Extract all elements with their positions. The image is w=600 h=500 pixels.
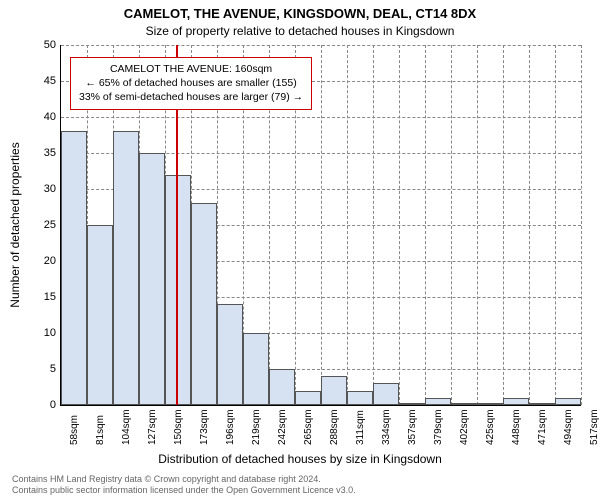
histogram-bar	[191, 203, 217, 405]
x-tick-label: 196sqm	[225, 409, 236, 445]
y-tick-label: 25	[26, 219, 56, 231]
gridline-v	[477, 45, 478, 405]
x-tick-label: 517sqm	[589, 409, 600, 445]
x-tick-label: 379sqm	[433, 409, 444, 445]
y-axis-label: Number of detached properties	[8, 142, 22, 307]
x-tick-label: 357sqm	[407, 409, 418, 445]
y-tick-label: 45	[26, 75, 56, 87]
annotation-line: ← 65% of detached houses are smaller (15…	[79, 76, 303, 90]
x-tick-label: 425sqm	[485, 409, 496, 445]
histogram-bar	[87, 225, 113, 405]
histogram-bar	[399, 403, 425, 405]
x-tick-label: 402sqm	[459, 409, 470, 445]
chart-container: CAMELOT, THE AVENUE, KINGSDOWN, DEAL, CT…	[0, 0, 600, 500]
histogram-bar	[451, 403, 477, 405]
histogram-bar	[113, 131, 139, 405]
y-tick-label: 10	[26, 327, 56, 339]
gridline-v	[425, 45, 426, 405]
gridline-v	[503, 45, 504, 405]
y-tick-label: 15	[26, 291, 56, 303]
x-tick-label: 242sqm	[277, 409, 288, 445]
histogram-bar	[503, 398, 529, 405]
x-tick-label: 127sqm	[147, 409, 158, 445]
x-tick-label: 219sqm	[251, 409, 262, 445]
gridline-v	[399, 45, 400, 405]
chart-title: CAMELOT, THE AVENUE, KINGSDOWN, DEAL, CT…	[0, 6, 600, 21]
histogram-bar	[139, 153, 165, 405]
y-tick-label: 40	[26, 111, 56, 123]
x-tick-label: 104sqm	[121, 409, 132, 445]
x-tick-label: 150sqm	[173, 409, 184, 445]
x-tick-label: 494sqm	[563, 409, 574, 445]
histogram-bar	[555, 398, 581, 405]
histogram-bar	[295, 391, 321, 405]
histogram-bar	[321, 376, 347, 405]
x-tick-label: 81sqm	[95, 415, 106, 445]
y-tick-label: 50	[26, 39, 56, 51]
footer-attribution: Contains HM Land Registry data © Crown c…	[12, 474, 356, 497]
y-tick-label: 20	[26, 255, 56, 267]
gridline-v	[529, 45, 530, 405]
histogram-bar	[373, 383, 399, 405]
y-tick-label: 0	[26, 399, 56, 411]
footer-line1: Contains HM Land Registry data © Crown c…	[12, 474, 356, 485]
y-tick-label: 35	[26, 147, 56, 159]
gridline-v	[321, 45, 322, 405]
x-tick-label: 265sqm	[303, 409, 314, 445]
histogram-bar	[243, 333, 269, 405]
histogram-bar	[217, 304, 243, 405]
x-tick-label: 471sqm	[537, 409, 548, 445]
histogram-bar	[269, 369, 295, 405]
annotation-box: CAMELOT THE AVENUE: 160sqm← 65% of detac…	[70, 57, 312, 110]
gridline-v	[451, 45, 452, 405]
x-tick-label: 58sqm	[69, 415, 80, 445]
x-tick-label: 334sqm	[381, 409, 392, 445]
footer-line2: Contains public sector information licen…	[12, 485, 356, 496]
gridline-v	[555, 45, 556, 405]
histogram-bar	[477, 403, 503, 405]
gridline-v	[347, 45, 348, 405]
x-axis-label: Distribution of detached houses by size …	[0, 452, 600, 466]
gridline-v	[581, 45, 582, 405]
histogram-bar	[529, 403, 555, 405]
histogram-bar	[425, 398, 451, 405]
y-tick-label: 30	[26, 183, 56, 195]
annotation-line: 33% of semi-detached houses are larger (…	[79, 90, 303, 104]
x-tick-label: 288sqm	[329, 409, 340, 445]
y-tick-label: 5	[26, 363, 56, 375]
histogram-bar	[61, 131, 87, 405]
x-tick-label: 311sqm	[355, 410, 366, 445]
chart-subtitle: Size of property relative to detached ho…	[0, 24, 600, 38]
histogram-bar	[347, 391, 373, 405]
gridline-v	[373, 45, 374, 405]
x-tick-label: 448sqm	[511, 409, 522, 445]
annotation-line: CAMELOT THE AVENUE: 160sqm	[79, 62, 303, 76]
x-tick-label: 173sqm	[199, 409, 210, 445]
